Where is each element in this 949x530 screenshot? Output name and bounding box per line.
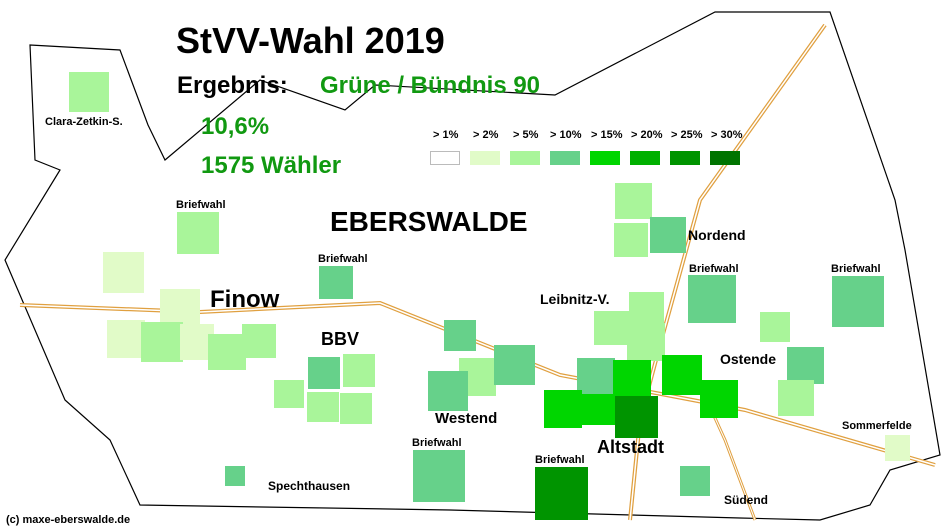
briefwahl-label: Briefwahl (176, 199, 226, 211)
copyright: (c) maxe-eberswalde.de (6, 514, 131, 526)
briefwahl-label: Briefwahl (318, 253, 368, 265)
legend-label: > 20% (631, 129, 663, 141)
precinct-square (535, 467, 588, 520)
precinct-square (107, 320, 145, 358)
precinct-square (885, 435, 910, 461)
place-label-westend: Westend (435, 410, 498, 427)
precinct-square (307, 392, 339, 422)
precinct-square (340, 393, 372, 424)
legend-swatch (430, 151, 460, 165)
legend-label: > 1% (433, 129, 459, 141)
precinct-square (69, 72, 109, 112)
precinct-square (308, 357, 340, 389)
voter-count: 1575 Wähler (201, 152, 342, 179)
legend-label: > 30% (711, 129, 743, 141)
precinct-square (582, 394, 615, 425)
precinct-square (627, 323, 665, 361)
legend-label: > 25% (671, 129, 703, 141)
precinct-square (274, 380, 304, 408)
briefwahl-label: Briefwahl (689, 263, 739, 275)
precinct-square (177, 212, 219, 254)
legend-label: > 2% (473, 129, 499, 141)
map-title: StVV-Wahl 2019 (176, 20, 445, 61)
precinct-square (413, 450, 465, 502)
precinct-square (319, 266, 353, 299)
briefwahl-label: Briefwahl (831, 263, 881, 275)
legend-swatch (710, 151, 740, 165)
precinct-square (577, 358, 615, 395)
place-label-leibnitz: Leibnitz-V. (540, 291, 610, 307)
precinct-square (615, 396, 658, 438)
precinct-square (428, 371, 468, 411)
legend-swatch (670, 151, 700, 165)
place-label-nordend: Nordend (688, 227, 746, 243)
precinct-square (594, 311, 629, 345)
legend-swatch (590, 151, 620, 165)
precinct-square (544, 390, 582, 428)
road-west-core (19, 302, 936, 466)
place-label-spechthausen: Spechthausen (268, 479, 351, 493)
precinct-square (778, 380, 814, 416)
precinct-square (700, 380, 738, 418)
place-label-clara: Clara-Zetkin-S. (45, 116, 123, 128)
precinct-square (160, 289, 200, 327)
precinct-square (760, 312, 790, 342)
legend-swatch (550, 151, 580, 165)
precinct-square (662, 355, 702, 395)
legend-swatch (470, 151, 500, 165)
result-label: Ergebnis: (177, 72, 288, 99)
precinct-square (680, 466, 710, 496)
place-label-finow: Finow (210, 286, 280, 313)
briefwahl-label: Briefwahl (535, 454, 585, 466)
city-label: EBERSWALDE (330, 206, 528, 237)
precinct-square (494, 345, 535, 385)
place-label-bbv: BBV (321, 329, 360, 349)
legend-label: > 10% (550, 129, 582, 141)
precinct-square (629, 292, 664, 327)
result-percent: 10,6% (201, 113, 270, 140)
legend-label: > 15% (591, 129, 623, 141)
precinct-square (787, 347, 824, 384)
place-label-ostende: Ostende (720, 351, 777, 367)
place-label-sommerfelde: Sommerfelde (842, 420, 912, 432)
precinct-square (615, 183, 652, 219)
precinct-square (103, 252, 144, 293)
briefwahl-label: Briefwahl (412, 437, 462, 449)
city-boundary (4, 11, 941, 521)
precinct-square (242, 324, 276, 358)
precinct-square (650, 217, 686, 253)
precinct-square (141, 322, 183, 362)
precinct-square (343, 354, 375, 387)
precinct-square (225, 466, 245, 486)
precinct-square (832, 276, 884, 327)
precinct-square (613, 360, 651, 398)
legend-label: > 5% (513, 129, 539, 141)
precinct-square (614, 223, 648, 257)
precinct-square (444, 320, 476, 351)
legend-swatch (510, 151, 540, 165)
place-label-altstadt: Altstadt (597, 437, 664, 457)
party-name: Grüne / Bündnis 90 (320, 72, 541, 99)
legend-swatch (630, 151, 660, 165)
precinct-square (688, 275, 736, 323)
precinct-square (208, 334, 246, 370)
place-label-suedend: Südend (724, 493, 768, 507)
